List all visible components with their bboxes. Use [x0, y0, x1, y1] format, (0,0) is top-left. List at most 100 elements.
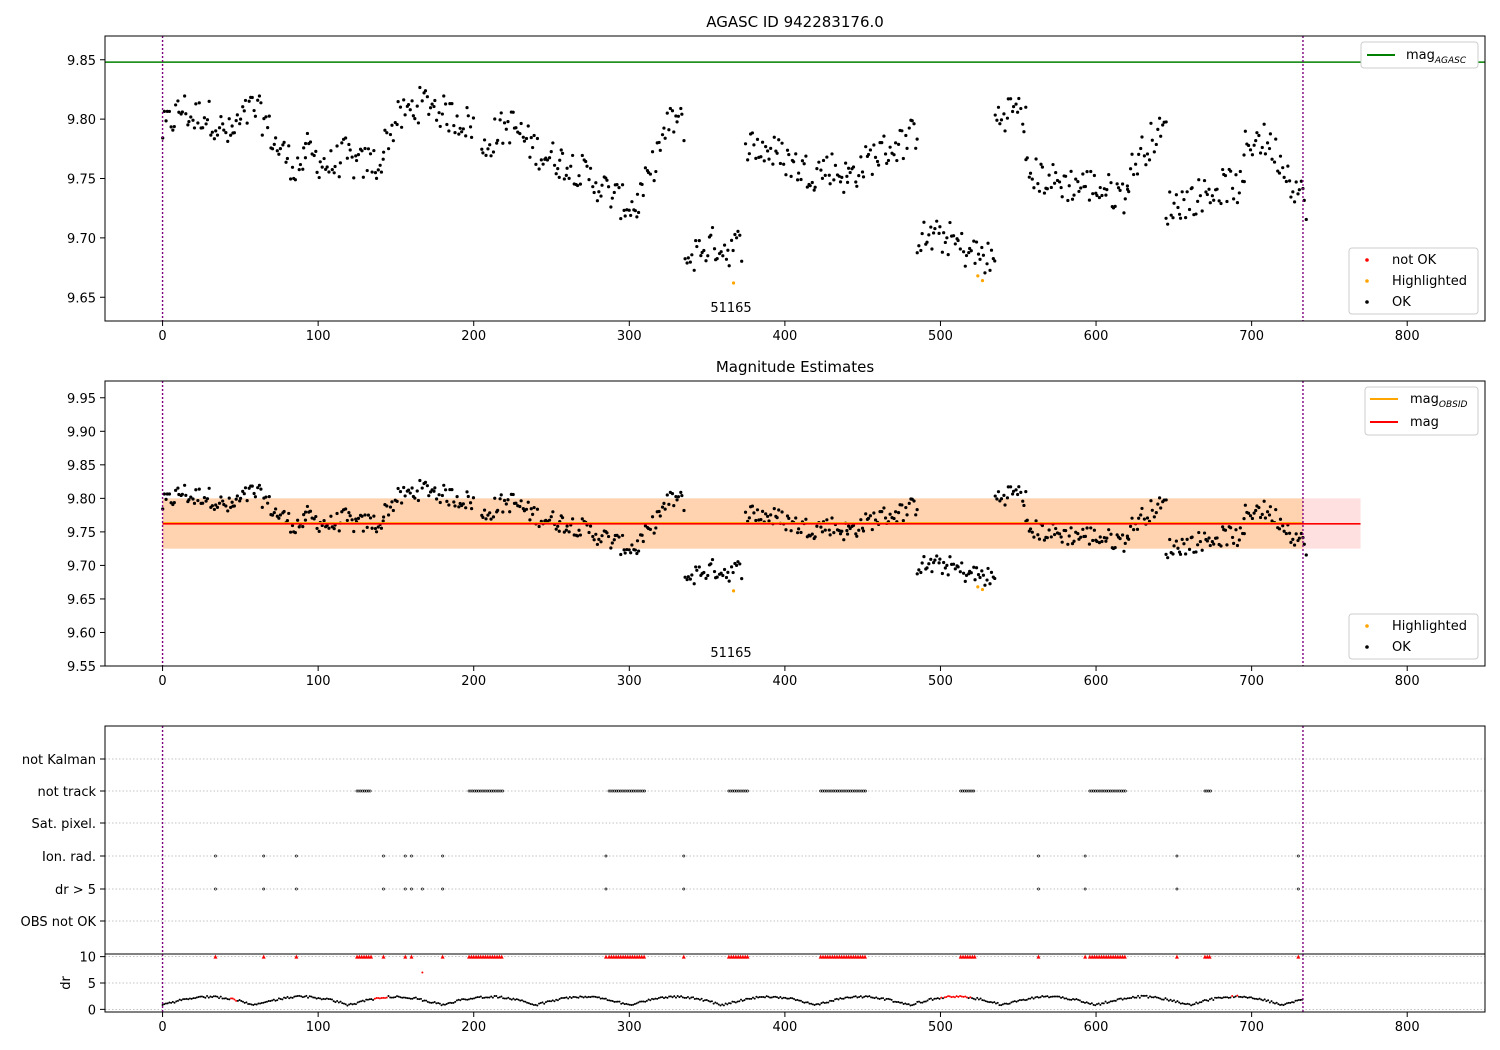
dr-point [401, 996, 404, 999]
mag-point [1045, 536, 1049, 540]
dr-point [218, 997, 221, 1000]
mag-point [460, 130, 464, 134]
dr-point [912, 1003, 915, 1006]
mag-point [937, 561, 941, 565]
dr-point [810, 1002, 813, 1005]
mag-point [457, 132, 461, 136]
mag-point [305, 131, 310, 136]
mag-point [775, 151, 779, 155]
dr-point [820, 1002, 823, 1005]
dr-point [871, 996, 874, 999]
dr-point [1220, 997, 1223, 1000]
mag-point [993, 576, 997, 581]
mag-point [1042, 538, 1047, 542]
mag-point [224, 130, 228, 135]
mag-point [1105, 188, 1109, 192]
mag-point [1042, 191, 1047, 195]
mag-point [620, 183, 625, 187]
dr-point [1191, 1003, 1194, 1006]
panel2-title: Magnitude Estimates [716, 358, 874, 376]
dr-point [897, 1000, 900, 1003]
mag-point [192, 126, 197, 130]
dr-point [1171, 1000, 1174, 1003]
dr-point [888, 998, 891, 1001]
dr-point [1188, 1003, 1191, 1006]
flag-marker [1105, 789, 1109, 793]
panel1-legend-line: magAGASC [1360, 41, 1479, 69]
flag-category-label: Sat. pixel. [32, 817, 96, 832]
dr-point [532, 1003, 535, 1006]
dr-point [194, 997, 197, 1000]
dr-point [354, 1003, 357, 1006]
mag-point [438, 500, 442, 505]
dr-point [438, 1002, 441, 1005]
mag-point [420, 99, 424, 103]
mag-point [361, 175, 365, 179]
mag-point [433, 98, 437, 103]
dr-point [190, 997, 193, 1000]
mag-point [1139, 513, 1143, 517]
mag-point [1187, 207, 1192, 212]
flag-marker [1296, 854, 1300, 858]
mag-point [584, 159, 588, 164]
mag-point [1125, 534, 1130, 538]
dr-point [476, 996, 479, 999]
dr-point [356, 1001, 359, 1004]
dr-point [585, 996, 588, 999]
mag-point [1137, 516, 1141, 520]
highlighted-point [731, 589, 736, 593]
mag-point [484, 517, 488, 521]
mag-point [1054, 526, 1058, 531]
mag-point [857, 174, 861, 178]
mag-point [778, 161, 783, 166]
mag-point [900, 129, 904, 133]
dr-point [808, 1002, 811, 1005]
dr-point [1001, 1003, 1004, 1006]
mag-point [989, 248, 994, 252]
dr-point [1039, 996, 1042, 999]
mag-point [1262, 499, 1266, 503]
mag-point [1268, 132, 1273, 136]
dr-point [681, 996, 684, 999]
highlighted-point [976, 274, 980, 278]
dr-point [844, 996, 847, 999]
mag-point [270, 513, 275, 517]
mag-point [710, 557, 715, 562]
x-tick-label: 0 [158, 1020, 166, 1035]
mag-point [1142, 517, 1146, 521]
x-tick-label: 200 [461, 1020, 486, 1035]
mag-point [925, 566, 929, 570]
mag-point [366, 147, 371, 151]
dr-point [688, 997, 691, 1000]
mag-point [680, 112, 684, 116]
mag-point [241, 489, 245, 493]
mag-point [931, 231, 936, 235]
mag-point [345, 518, 349, 523]
dr-point [562, 997, 565, 1000]
mag-point [767, 157, 771, 161]
mag-point [785, 148, 790, 152]
mag-point [519, 121, 523, 126]
mag-point [230, 500, 234, 504]
mag-point [552, 163, 557, 167]
dr-point [683, 996, 686, 999]
dr-point [236, 999, 239, 1002]
flag-marker [382, 887, 385, 891]
flag-marker [1095, 789, 1099, 793]
dr-point [765, 995, 768, 998]
mag-point [337, 175, 341, 179]
dr-point [1202, 999, 1205, 1002]
mag-point [1009, 485, 1013, 489]
mag-point [508, 510, 512, 514]
dr-point [1118, 997, 1121, 1000]
dr-point [1078, 999, 1081, 1002]
flag-marker [744, 789, 748, 793]
mag-point [1076, 532, 1080, 536]
dr-point [406, 997, 409, 1000]
mag-point [167, 109, 172, 114]
dr-point [1246, 996, 1249, 999]
mag-point [983, 271, 987, 275]
mag-point [368, 516, 373, 520]
mag-point [314, 514, 318, 519]
dr-point [1099, 1003, 1102, 1006]
